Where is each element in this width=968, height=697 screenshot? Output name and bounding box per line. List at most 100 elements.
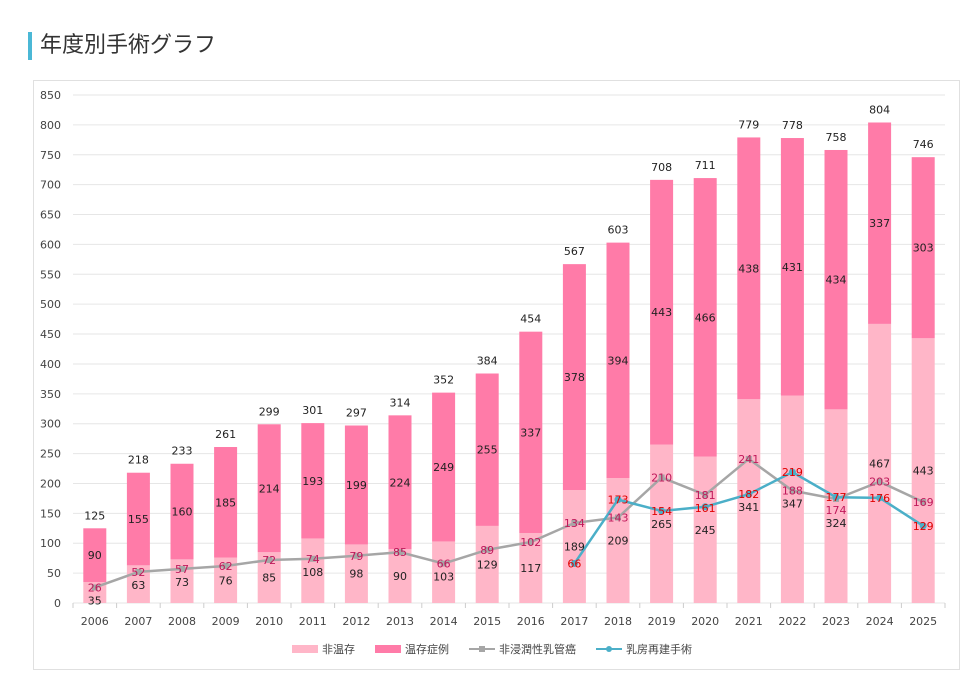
- bar-preserved: [170, 463, 194, 560]
- y-tick-label: 800: [40, 119, 61, 132]
- line-point: [527, 539, 534, 546]
- bar-label-preserved: 90: [88, 549, 102, 562]
- total-label: 301: [302, 404, 323, 417]
- y-tick-label: 150: [40, 507, 61, 520]
- line-label: 57: [175, 563, 189, 576]
- line-label: 66: [567, 558, 581, 571]
- total-label: 299: [259, 405, 280, 418]
- legend-swatch: [375, 645, 401, 653]
- x-tick-label: 2020: [691, 615, 719, 628]
- bar-preserved: [650, 179, 674, 445]
- bar-non-preserved: [737, 399, 761, 603]
- line-point: [571, 519, 578, 526]
- line-point: [876, 478, 883, 485]
- x-tick-label: 2008: [168, 615, 196, 628]
- total-label: 125: [84, 509, 105, 522]
- y-tick-label: 850: [40, 89, 61, 102]
- x-tick-label: 2017: [560, 615, 588, 628]
- line-point: [702, 491, 709, 498]
- bar-label-non-preserved: 35: [88, 594, 102, 607]
- line-label: 174: [826, 504, 847, 517]
- line-label: 26: [88, 581, 102, 594]
- bar-non-preserved: [83, 582, 107, 603]
- y-tick-label: 50: [47, 567, 61, 580]
- bar-preserved: [562, 264, 586, 491]
- line-label: 62: [219, 560, 233, 573]
- bar-non-preserved: [432, 541, 456, 603]
- line-label: 89: [480, 544, 494, 557]
- x-tick-label: 2014: [430, 615, 458, 628]
- line-point: [484, 546, 491, 553]
- bar-label-preserved: 378: [564, 371, 585, 384]
- bar-label-non-preserved: 108: [302, 566, 323, 579]
- bar-label-preserved: 438: [738, 262, 759, 275]
- bar-label-preserved: 466: [695, 311, 716, 324]
- line-point: [266, 556, 273, 563]
- total-label: 233: [172, 445, 193, 458]
- bar-label-non-preserved: 443: [913, 465, 934, 478]
- bar-preserved: [126, 472, 150, 566]
- x-tick-label: 2011: [299, 615, 327, 628]
- bar-label-preserved: 155: [128, 513, 149, 526]
- bar-label-non-preserved: 117: [520, 562, 541, 575]
- line-point: [615, 514, 621, 521]
- line-point: [353, 552, 360, 559]
- bar-preserved: [344, 425, 368, 545]
- line-label: 173: [608, 494, 629, 507]
- line-label: 52: [131, 566, 145, 579]
- bar-non-preserved: [388, 549, 412, 603]
- line-label: 176: [869, 492, 890, 505]
- bar-preserved: [606, 242, 630, 479]
- y-tick-label: 650: [40, 209, 61, 222]
- x-tick-label: 2022: [778, 615, 806, 628]
- bar-label-non-preserved: 129: [477, 558, 498, 571]
- x-tick-label: 2023: [822, 615, 850, 628]
- bar-label-preserved: 160: [172, 506, 193, 519]
- bar-label-non-preserved: 73: [175, 576, 189, 589]
- bar-non-preserved: [562, 490, 586, 603]
- x-tick-label: 2013: [386, 615, 414, 628]
- y-tick-label: 400: [40, 358, 61, 371]
- bar-non-preserved: [257, 552, 281, 603]
- x-tick-label: 2016: [517, 615, 545, 628]
- bar-non-preserved: [911, 338, 935, 603]
- x-tick-label: 2007: [124, 615, 152, 628]
- x-tick-label: 2010: [255, 615, 283, 628]
- y-tick-label: 500: [40, 298, 61, 311]
- bar-label-non-preserved: 189: [564, 541, 585, 554]
- line-label: 182: [738, 488, 759, 501]
- bar-preserved: [911, 157, 935, 339]
- line-label: 134: [564, 517, 585, 530]
- bar-label-preserved: 431: [782, 261, 803, 274]
- line-label: 129: [913, 520, 934, 533]
- bar-non-preserved: [344, 544, 368, 603]
- total-label: 384: [477, 355, 498, 368]
- x-tick-label: 2021: [735, 615, 763, 628]
- line-label: 177: [826, 491, 847, 504]
- line-point: [919, 522, 927, 530]
- bar-preserved: [475, 373, 499, 526]
- line-point: [745, 455, 752, 462]
- bar-label-preserved: 255: [477, 444, 498, 457]
- line-point: [397, 549, 403, 556]
- y-tick-label: 200: [40, 477, 61, 490]
- x-tick-label: 2009: [212, 615, 240, 628]
- line-label: 169: [913, 496, 934, 509]
- bar-label-non-preserved: 209: [608, 535, 629, 548]
- bar-label-non-preserved: 245: [695, 524, 716, 537]
- total-label: 779: [738, 118, 759, 131]
- total-label: 711: [695, 159, 716, 172]
- legend-swatch: [292, 645, 318, 653]
- bar-non-preserved: [475, 525, 499, 603]
- line-label: 154: [651, 505, 672, 518]
- line-point: [658, 474, 665, 481]
- y-tick-label: 550: [40, 268, 61, 281]
- total-label: 261: [215, 428, 236, 441]
- bar-label-non-preserved: 265: [651, 518, 672, 531]
- line-point: [789, 487, 796, 494]
- bar-preserved: [780, 138, 804, 396]
- bar-preserved: [519, 331, 543, 534]
- bar-non-preserved: [824, 409, 848, 603]
- x-tick-label: 2019: [648, 615, 676, 628]
